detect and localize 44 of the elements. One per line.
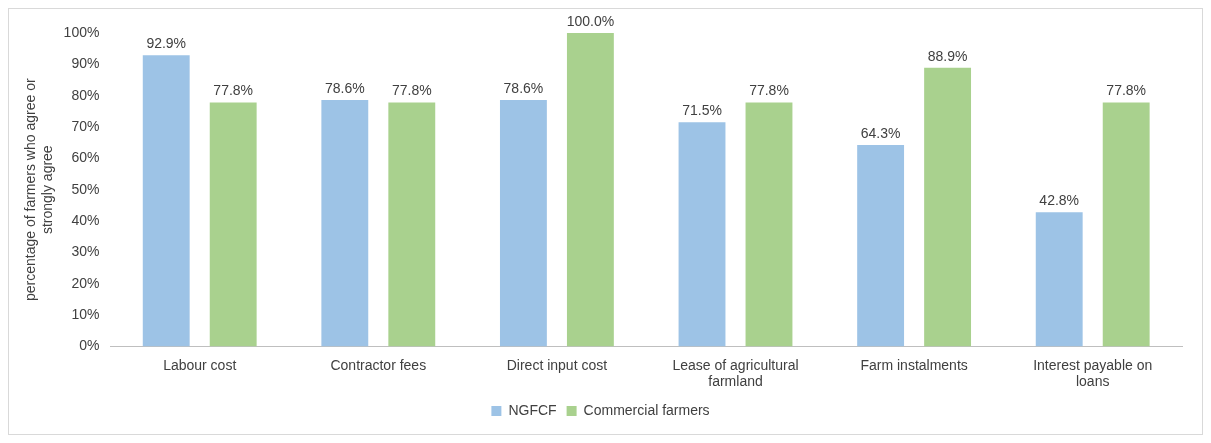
bar	[1035, 212, 1083, 347]
y-tick-label: 50%	[71, 180, 100, 197]
y-tick-label: 40%	[71, 211, 100, 228]
bar	[566, 33, 614, 347]
x-tick-label: Contractor fees	[330, 356, 427, 373]
y-tick-label: 0%	[79, 337, 100, 354]
data-label: 77.8%	[213, 82, 254, 99]
bar	[388, 102, 436, 347]
bar	[142, 55, 190, 347]
x-tick-label: Labour cost	[163, 356, 237, 373]
bar	[678, 122, 726, 347]
x-tick-label: Interest payable on loans	[1033, 356, 1153, 390]
data-label: 78.6%	[324, 79, 365, 96]
y-axis-title: percentage of farmers who agree or strongly agree	[22, 78, 56, 301]
data-label: 77.8%	[1106, 82, 1147, 99]
y-tick-label: 10%	[71, 305, 100, 322]
data-label: 77.8%	[749, 82, 789, 99]
x-tick-label: Farm instalments	[860, 356, 968, 373]
legend-label: Commercial farmers	[583, 401, 710, 418]
y-tick-label: 90%	[71, 55, 100, 72]
x-tick-label: Direct input cost	[506, 356, 608, 373]
data-label: 71.5%	[682, 102, 722, 119]
legend-label: NGFCF	[508, 401, 557, 418]
y-tick-label: 80%	[71, 86, 100, 103]
bar	[745, 102, 793, 347]
y-tick-label: 30%	[71, 243, 100, 260]
data-label: 78.6%	[503, 79, 544, 96]
data-label: 64.3%	[860, 124, 901, 141]
bar	[209, 102, 257, 347]
y-tick-label: 60%	[71, 149, 100, 166]
data-label: 77.8%	[391, 82, 432, 99]
x-tick-label: Lease of agricultural farmland	[672, 356, 799, 390]
y-tick-label: 70%	[71, 117, 100, 134]
bar	[1102, 102, 1150, 347]
bar	[321, 100, 369, 347]
bar	[499, 100, 547, 347]
data-label: 42.8%	[1039, 192, 1080, 209]
data-label: 92.9%	[146, 35, 187, 52]
data-label: 100.0%	[566, 12, 615, 29]
y-tick-label: 100%	[63, 23, 100, 40]
data-label: 88.9%	[927, 47, 968, 64]
bar	[857, 144, 905, 347]
y-tick-label: 20%	[71, 274, 100, 291]
bar	[924, 67, 972, 347]
